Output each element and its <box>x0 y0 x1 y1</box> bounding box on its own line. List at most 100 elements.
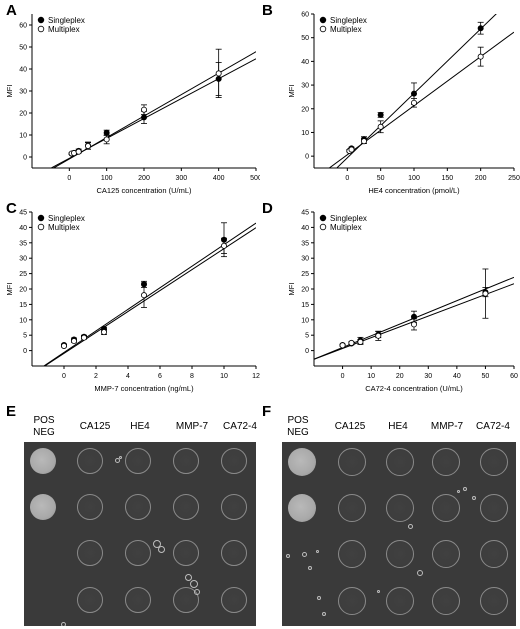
capture-spot <box>125 587 151 613</box>
chart-a-y-tick-label: 20 <box>19 111 27 118</box>
chart-c-y-tick-label: 0 <box>23 348 27 355</box>
chart-a-y-tick-label: 0 <box>23 155 27 162</box>
chart-d-y-tick-label: 20 <box>301 287 309 294</box>
capture-spot <box>480 587 508 615</box>
bubble-artifact <box>185 574 192 581</box>
bubble-artifact <box>194 589 200 595</box>
chart-c-point-multiplex <box>101 329 108 336</box>
chart-b-x-tick-label: 0 <box>345 175 349 182</box>
capture-spot <box>338 587 366 615</box>
panel-letter-e: E <box>6 403 17 420</box>
capture-spot <box>77 540 103 566</box>
capture-spot <box>386 448 414 476</box>
chart-a-point-singleplex <box>103 129 110 136</box>
chart-a-y-tick-label: 50 <box>19 45 27 52</box>
chart-b-y-tick-label: 0 <box>305 154 309 161</box>
chart-d-x-tick-label: 50 <box>482 373 490 380</box>
chart-d-y-tick-label: 5 <box>305 333 309 340</box>
capture-spot <box>173 494 199 520</box>
chart-a-x-tick-label: 300 <box>175 175 187 182</box>
chart-b-x-tick-label: 100 <box>408 175 420 182</box>
bubble-artifact <box>417 570 423 576</box>
capture-spot <box>221 494 247 520</box>
chart-d-x-tick-label: 0 <box>341 373 345 380</box>
chart-a-y-tick-label: 10 <box>19 133 27 140</box>
chart-d-point-multiplex <box>339 342 346 349</box>
blot-e-label-ca125: CA125 <box>79 421 111 432</box>
chart-b-y-tick-label: 60 <box>301 12 309 19</box>
chart-c-y-tick-label: 35 <box>19 240 27 247</box>
bubble-artifact <box>190 580 198 588</box>
bubble-artifact <box>322 612 326 616</box>
chart-a-x-tick-label: 200 <box>138 175 150 182</box>
chart-b-legend-marker-multiplex <box>319 25 327 33</box>
capture-spot <box>221 540 247 566</box>
chart-d-y-label: MFI <box>287 283 296 296</box>
chart-d-point-multiplex <box>375 332 382 339</box>
chart-c-x-tick-label: 10 <box>220 373 228 380</box>
chart-d-x-tick-label: 40 <box>453 373 461 380</box>
bubble-artifact <box>286 554 290 558</box>
capture-spot <box>221 587 247 613</box>
chart-d-point-multiplex <box>357 338 364 345</box>
chart-a-x-tick-label: 100 <box>101 175 113 182</box>
chart-c-point-multiplex <box>61 342 68 349</box>
chart-c-legend-marker-multiplex <box>37 223 45 231</box>
chart-c-legend-label-multiplex: Multiplex <box>48 223 80 232</box>
positive-control-spot <box>30 448 56 474</box>
capture-spot <box>386 587 414 615</box>
chart-c-y-tick-label: 30 <box>19 256 27 263</box>
chart-b-y-tick-label: 30 <box>301 83 309 90</box>
bubble-artifact <box>158 546 165 553</box>
chart-d-y-tick-label: 25 <box>301 271 309 278</box>
chart-d-y-tick-label: 10 <box>301 317 309 324</box>
chart-a-y-tick-label: 40 <box>19 67 27 74</box>
chart-c-point-multiplex <box>71 338 78 345</box>
blot-f-label-ca125: CA125 <box>334 421 366 432</box>
capture-spot <box>386 494 414 522</box>
bubble-artifact <box>302 552 307 557</box>
capture-spot <box>125 494 151 520</box>
chart-c-x-tick-label: 12 <box>252 373 260 380</box>
chart-a-legend-marker-multiplex <box>37 25 45 33</box>
chart-b-x-tick-label: 200 <box>475 175 487 182</box>
chart-d-legend-label-singleplex: Singleplex <box>330 214 367 223</box>
chart-a-point-multiplex <box>215 70 222 77</box>
chart-b-x-label: HE4 concentration (pmol/L) <box>368 186 460 195</box>
chart-b-x-tick-label: 150 <box>441 175 453 182</box>
chart-d-y-tick-label: 45 <box>301 210 309 217</box>
blot-e-label-posneg: POS NEG <box>33 415 55 438</box>
chart-a: 0 100 200 300 400 500 0 10 20 30 40 50 60 CA125 conce… <box>5 14 260 195</box>
chart-c-point-singleplex <box>140 281 147 288</box>
capture-spot <box>432 540 460 568</box>
chart-a-x-tick-label: 400 <box>213 175 225 182</box>
bubble-artifact <box>472 496 476 500</box>
capture-spot <box>432 494 460 522</box>
capture-spot <box>221 448 247 474</box>
chart-a-point-multiplex <box>103 136 110 143</box>
chart-a-legend-marker-singleplex <box>37 16 45 24</box>
chart-a-point-multiplex <box>75 148 82 155</box>
bubble-artifact <box>308 566 312 570</box>
chart-a-x-label: CA125 concentration (U/mL) <box>96 186 192 195</box>
chart-c-x-tick-label: 8 <box>190 373 194 380</box>
chart-d-y-tick-label: 35 <box>301 240 309 247</box>
chart-a-x-tick-label: 500 <box>250 175 260 182</box>
capture-spot <box>125 540 151 566</box>
capture-spot <box>173 448 199 474</box>
chart-b-point-singleplex <box>377 111 384 118</box>
capture-spot <box>386 540 414 568</box>
capture-spot <box>480 540 508 568</box>
chart-a-point-singleplex <box>215 75 222 82</box>
chart-b-point-multiplex <box>477 53 484 60</box>
panel-letter-a: A <box>6 2 17 19</box>
blot-f-label-ca724: CA72-4 <box>476 421 510 432</box>
capture-spot <box>125 448 151 474</box>
chart-a-y-tick-label: 30 <box>19 89 27 96</box>
chart-b-point-multiplex <box>348 146 355 153</box>
chart-d-x-tick-label: 30 <box>424 373 432 380</box>
chart-a-legend-label-singleplex: Singleplex <box>48 16 85 25</box>
chart-b-point-multiplex <box>377 123 384 130</box>
capture-spot <box>432 448 460 476</box>
